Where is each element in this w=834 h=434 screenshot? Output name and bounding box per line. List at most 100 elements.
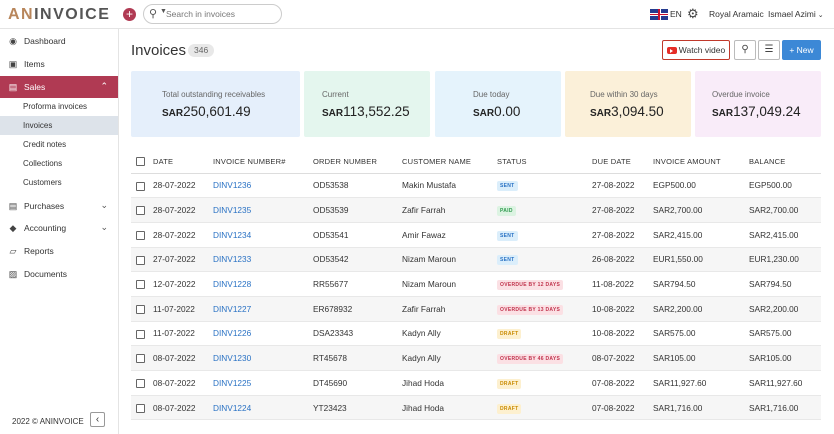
sidebar-item-items[interactable]: ▣ Items (8, 59, 45, 69)
invoice-number-link[interactable]: DINV1224 (213, 402, 252, 413)
watch-video-button[interactable]: Watch video (662, 40, 730, 60)
card-label: Overdue invoice (712, 90, 770, 99)
status-badge: PAID (497, 206, 516, 217)
column-header-balance[interactable]: BALANCE (749, 150, 821, 174)
row-checkbox[interactable] (136, 403, 145, 413)
column-header-date[interactable]: DATE (153, 150, 213, 174)
table-header-row: DATE INVOICE NUMBER# ORDER NUMBER CUSTOM… (131, 150, 821, 174)
table-row[interactable]: 28-07-2022 DINV1236 OD53538 Makin Mustafa SE… (131, 173, 821, 199)
search-scope-dropdown-icon[interactable]: ▼ (160, 8, 167, 15)
invoice-number-link[interactable]: DINV1236 (213, 180, 252, 191)
sidebar-sub-collections[interactable]: Collections (23, 159, 63, 168)
invoice-number-link[interactable]: DINV1227 (213, 303, 252, 314)
uk-flag-icon[interactable] (650, 9, 668, 20)
sidebar-item-reports[interactable]: ▱ Reports (9, 246, 54, 256)
cell-due-date: 27-08-2022 (592, 197, 653, 223)
search-icon: ⚲ (149, 8, 158, 20)
row-checkbox[interactable] (136, 181, 145, 191)
sidebar-item-purchases[interactable]: ▤ Purchases ⌄ (8, 200, 108, 211)
invoice-number-link[interactable]: DINV1226 (213, 328, 252, 339)
invoice-number-link[interactable]: DINV1225 (213, 377, 252, 388)
summary-card-total-outstanding[interactable]: Total outstanding receivables SAR250,601… (131, 71, 300, 137)
sidebar-sub-customers[interactable]: Customers (23, 178, 62, 187)
quick-add-button[interactable]: + (123, 8, 136, 21)
cell-invoice-amount: SAR2,415.00 (653, 222, 749, 248)
search-input[interactable] (166, 7, 278, 21)
row-checkbox[interactable] (136, 354, 145, 364)
status-badge: DRAFT (497, 329, 522, 340)
app-logo[interactable]: ANINVOICE (8, 6, 111, 23)
table-row[interactable]: 12-07-2022 DINV1228 RR55677 Nizam Maroun OVE… (131, 271, 821, 297)
table-row[interactable]: 11-07-2022 DINV1226 DSA23343 Kadyn Ally DRAF… (131, 321, 821, 347)
cell-order-number: RT45678 (313, 345, 402, 371)
search-button[interactable]: ⚲ (734, 40, 756, 60)
sidebar-item-documents[interactable]: ▨ Documents (8, 269, 67, 279)
new-invoice-button[interactable]: + New (782, 40, 821, 60)
sales-icon: ▤ (8, 82, 18, 92)
summary-card-current[interactable]: Current SAR113,552.25 (304, 71, 430, 137)
summary-card-due-today[interactable]: Due today SAR0.00 (435, 71, 561, 137)
status-badge: SENT (497, 255, 518, 266)
invoice-number-link[interactable]: DINV1235 (213, 205, 252, 216)
table-row[interactable]: 08-07-2022 DINV1224 YT23423 Jihad Hoda DRAFT… (131, 395, 821, 421)
cell-customer-name: Jihad Hoda (402, 395, 497, 421)
cell-due-date: 10-08-2022 (592, 321, 653, 347)
documents-icon: ▨ (8, 269, 18, 279)
card-value: SAR3,094.50 (590, 104, 664, 119)
invoice-number-link[interactable]: DINV1234 (213, 229, 252, 240)
table-body: 28-07-2022 DINV1236 OD53538 Makin Mustafa SE… (131, 173, 821, 421)
invoice-number-link[interactable]: DINV1233 (213, 254, 252, 265)
table-row[interactable]: 08-07-2022 DINV1230 RT45678 Kadyn Ally OVERD… (131, 345, 821, 371)
invoice-number-link[interactable]: DINV1230 (213, 353, 252, 364)
sidebar-sub-invoices[interactable]: Invoices (0, 116, 118, 135)
sidebar-sub-credit-notes[interactable]: Credit notes (23, 140, 67, 149)
row-checkbox[interactable] (136, 329, 145, 339)
column-header-customer-name[interactable]: CUSTOMER NAME (402, 150, 497, 174)
language-selector[interactable]: EN (670, 9, 682, 19)
invoice-number-link[interactable]: DINV1228 (213, 279, 252, 290)
summary-card-overdue[interactable]: Overdue invoice SAR137,049.24 (695, 71, 821, 137)
youtube-icon (666, 47, 677, 54)
collapse-sidebar-button[interactable]: ‹ (90, 412, 105, 427)
status-badge: DRAFT (497, 378, 522, 389)
row-checkbox[interactable] (136, 230, 145, 240)
column-header-status[interactable]: STATUS (497, 150, 592, 174)
column-header-invoice-amount[interactable]: INVOICE AMOUNT (653, 150, 749, 174)
row-checkbox[interactable] (136, 379, 145, 388)
cell-order-number: DSA23343 (313, 321, 402, 347)
row-checkbox[interactable] (136, 255, 145, 265)
top-bar: ANINVOICE + ⚲ ▼ EN ⚙ Royal Aramaic Ismae… (0, 0, 834, 29)
cell-customer-name: Zafir Farrah (402, 296, 497, 322)
row-checkbox[interactable] (136, 206, 145, 216)
cell-date: 11-07-2022 (153, 296, 213, 322)
cell-invoice-amount: EGP500.00 (653, 173, 749, 199)
table-row[interactable]: 27-07-2022 DINV1233 OD53542 Nizam Maroun SEN… (131, 247, 821, 273)
table-row[interactable]: 28-07-2022 DINV1235 OD53539 Zafir Farrah PAI… (131, 197, 821, 223)
sidebar-item-accounting[interactable]: ◆ Accounting ⌄ (9, 222, 108, 233)
sidebar-item-sales[interactable]: ▤ Sales ⌃ (0, 76, 118, 98)
summary-card-due-30-days[interactable]: Due within 30 days SAR3,094.50 (565, 71, 691, 137)
cell-due-date: 26-08-2022 (592, 247, 653, 273)
user-menu[interactable]: Ismael Azimi ⌄ (768, 9, 824, 19)
cell-date: 12-07-2022 (153, 271, 213, 297)
select-all-checkbox[interactable] (136, 157, 145, 166)
column-header-order-number[interactable]: ORDER NUMBER (313, 150, 402, 174)
cell-customer-name: Nizam Maroun (402, 247, 497, 273)
column-header-invoice-number[interactable]: INVOICE NUMBER# (213, 150, 313, 174)
gear-icon[interactable]: ⚙ (687, 6, 699, 21)
table-row[interactable]: 11-07-2022 DINV1227 ER678932 Zafir Farrah OV… (131, 296, 821, 322)
chevron-down-icon: ⌄ (100, 200, 108, 210)
table-row[interactable]: 28-07-2022 DINV1234 OD53541 Amir Fawaz SENT 2… (131, 222, 821, 248)
cell-order-number: RR55677 (313, 271, 402, 297)
search-box[interactable]: ⚲ ▼ (143, 4, 282, 24)
row-checkbox[interactable] (136, 280, 145, 290)
chevron-up-icon: ⌃ (100, 81, 108, 91)
sidebar-sub-proforma-invoices[interactable]: Proforma invoices (23, 102, 88, 111)
sidebar-item-dashboard[interactable]: ◉ Dashboard (9, 36, 66, 46)
menu-button[interactable]: ☰ (758, 40, 780, 60)
organization-name[interactable]: Royal Aramaic (709, 9, 764, 19)
table-row[interactable]: 08-07-2022 DINV1225 DT45690 Jihad Hoda DRAFT… (131, 370, 821, 396)
column-header-due-date[interactable]: DUE DATE (592, 150, 653, 174)
cell-customer-name: Makin Mustafa (402, 173, 497, 199)
row-checkbox[interactable] (136, 304, 145, 314)
